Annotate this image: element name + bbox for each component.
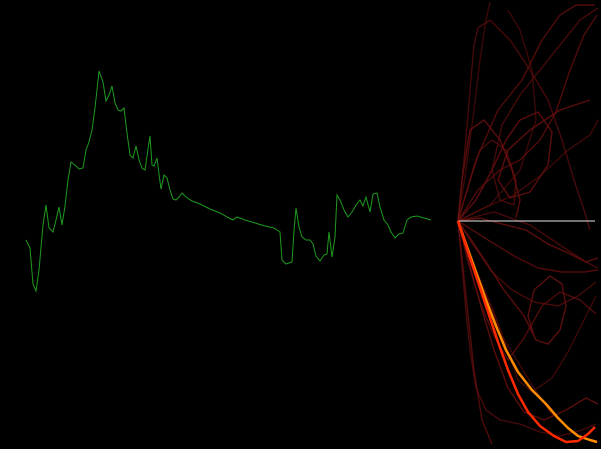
- ghost-trajectory: [457, 9, 537, 222]
- ghost-trajectory: [457, 220, 599, 273]
- ghost-trajectory: [457, 220, 597, 361]
- ghost-trajectory: [457, 119, 521, 222]
- ghost-trajectory: [457, 19, 591, 231]
- ghost-trajectory: [457, 220, 597, 393]
- red-highlight-trajectory: [456, 220, 596, 444]
- ghost-trajectory: [457, 211, 599, 269]
- ghost-trajectory: [457, 220, 493, 445]
- ghost-trajectory: [457, 14, 598, 222]
- ghost-trajectory: [457, 4, 595, 222]
- ghost-trail-layer: [457, 1, 599, 445]
- ghost-trajectory: [457, 220, 599, 421]
- ghost-trajectory: [457, 7, 599, 222]
- ghost-trajectory: [457, 217, 599, 263]
- ghost-trajectory: [457, 220, 597, 437]
- orange-highlight-trajectory: [456, 220, 598, 444]
- ghost-trajectory: [457, 119, 599, 222]
- green-waveform-line: [25, 70, 432, 293]
- ghost-trajectory: [457, 220, 597, 307]
- ghost-trajectory: [457, 1, 491, 222]
- ghost-trajectory: [457, 99, 591, 222]
